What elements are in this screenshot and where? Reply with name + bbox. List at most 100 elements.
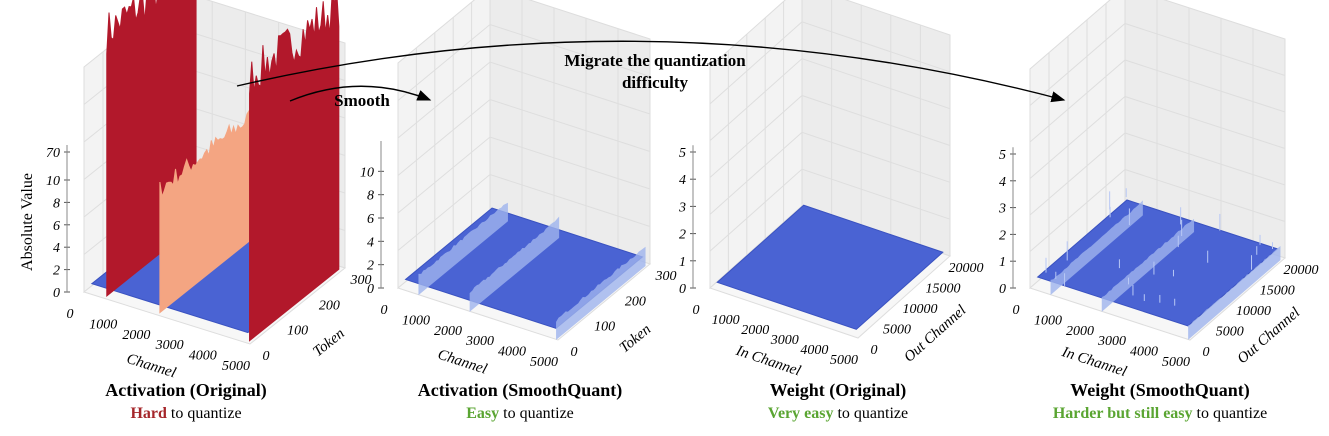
caption-subtitle: Very easy to quantize: [688, 405, 988, 423]
z-tick-label: 2: [679, 228, 686, 243]
gridline: [397, 61, 651, 139]
caption-subtitle: Easy to quantize: [370, 405, 670, 423]
y-tick-label: 15000: [926, 282, 961, 297]
smooth-label: Smooth: [334, 91, 390, 110]
y-tick-label: 100: [594, 320, 615, 335]
gridline: [397, 173, 651, 251]
z-tick-label: 0: [53, 286, 60, 301]
x-tick-label: 5000: [1162, 355, 1190, 370]
migrate-label-line1: Migrate the quantization: [564, 51, 746, 70]
y-tick-label: 10000: [1236, 304, 1271, 319]
z-tick-label: 8: [53, 196, 60, 211]
caption-title: Weight (SmoothQuant): [1070, 380, 1250, 400]
x-tick-label: 2000: [434, 324, 462, 339]
z-tick-label: 2: [367, 259, 374, 274]
z-tick-label: 2: [53, 264, 60, 279]
y-tick-label: 0: [263, 349, 270, 364]
z-tick-label: 6: [53, 219, 60, 234]
x-tick-label: 0: [67, 307, 74, 322]
y-tick-label: 20000: [949, 261, 984, 276]
caption-weight-smoothquant: Weight (SmoothQuant) Harder but still ea…: [1000, 380, 1320, 423]
x-tick-label: 2000: [741, 323, 769, 338]
x-tick-label: 1000: [1034, 313, 1062, 328]
gridline: [709, 94, 951, 178]
z-tick-label: 1: [679, 255, 686, 270]
surface-chart-4: 0100020003000400050000500010000150002000…: [998, 0, 1319, 380]
y-axis-label: Token: [310, 326, 348, 361]
migrate-arrow: [236, 40, 1066, 103]
x-tick-label: 0: [693, 303, 700, 318]
x-tick-label: 2000: [122, 328, 150, 343]
y-tick-label: 300: [655, 269, 677, 284]
y-tick-label: 0: [571, 345, 578, 360]
gridline: [1029, 168, 1286, 252]
y-tick-label: 300: [350, 273, 372, 288]
z-tick-label: 0: [679, 282, 686, 297]
outlier-channel-wall: [556, 246, 646, 340]
y-axis-label: Token: [617, 322, 654, 357]
z-tick-label: 2: [999, 228, 1006, 243]
migrate-label-line2: difficulty: [621, 73, 689, 92]
y-tick-label: 0: [1203, 345, 1210, 360]
x-tick-label: 4000: [189, 349, 217, 364]
outlier-channel-wall: [1101, 218, 1195, 312]
caption-rest: to quantize: [833, 405, 909, 422]
x-tick-label: 1000: [89, 317, 117, 332]
gridline: [1029, 95, 1286, 179]
x-tick-label: 5000: [530, 355, 558, 370]
caption-title: Weight (Original): [769, 380, 907, 400]
x-tick-label: 5000: [830, 353, 858, 368]
gridline: [709, 168, 951, 252]
x-axis-label: In Channel: [1059, 344, 1129, 380]
gridline: [1029, 132, 1286, 216]
gridline: [709, 58, 951, 142]
x-tick-label: 4000: [1130, 345, 1158, 360]
z-tick-label: 4: [367, 235, 374, 250]
z-tick-label: 5: [999, 148, 1006, 163]
caption-subtitle: Hard to quantize: [36, 405, 336, 423]
x-tick-label: 4000: [800, 343, 828, 358]
y-tick-label: 10000: [903, 302, 938, 317]
caption-rest: to quantize: [166, 405, 242, 422]
outlier-channel-wall: [159, 108, 250, 314]
caption-title: Activation (Original): [105, 380, 267, 400]
y-tick-label: 200: [319, 298, 340, 313]
z-tick-label: 10: [360, 165, 374, 180]
z-tick-label: 10: [46, 174, 60, 189]
y-tick-label: 15000: [1260, 284, 1295, 299]
gridline: [709, 21, 951, 105]
caption-emph: Hard: [130, 405, 167, 422]
x-tick-label: 3000: [465, 334, 494, 349]
caption-rest: to quantize: [1192, 405, 1268, 422]
gridline: [1029, 59, 1286, 143]
caption-subtitle: Harder but still easy to quantize: [1000, 405, 1320, 423]
x-tick-label: 2000: [1066, 324, 1094, 339]
x-axis-label: Channel: [125, 351, 178, 381]
y-tick-label: 200: [625, 294, 646, 309]
x-axis-label: Channel: [436, 347, 489, 378]
caption-weight-original: Weight (Original) Very easy to quantize: [688, 380, 988, 423]
caption-emph: Very easy: [767, 405, 834, 422]
y-tick-label: 0: [871, 343, 878, 358]
outlier-channel-wall: [469, 216, 560, 312]
z-axis-label: Absolute Value: [19, 173, 36, 271]
caption-activation-smoothquant: Activation (SmoothQuant) Easy to quantiz…: [370, 380, 670, 423]
z-tick-label: 0: [367, 282, 374, 297]
x-axis-label: In Channel: [733, 343, 803, 380]
z-tick-label: 3: [678, 200, 686, 215]
z-tick-label: 4: [999, 175, 1006, 190]
x-tick-label: 5000: [222, 359, 250, 374]
outlier-channel-wall: [249, 0, 340, 342]
y-tick-label: 20000: [1284, 263, 1319, 278]
caption-rest: to quantize: [499, 405, 574, 422]
x-tick-label: 1000: [402, 313, 430, 328]
migrate-label: Migrate the quantization difficulty: [510, 50, 800, 94]
z-tick-label: 6: [367, 212, 374, 227]
gridline: [397, 98, 651, 176]
caption-emph: Harder but still easy: [1052, 405, 1193, 422]
y-tick-label: 100: [287, 324, 308, 339]
y-tick-label: 5000: [1216, 325, 1244, 340]
x-tick-label: 0: [1013, 303, 1020, 318]
z-tick-label: 5: [679, 146, 686, 161]
